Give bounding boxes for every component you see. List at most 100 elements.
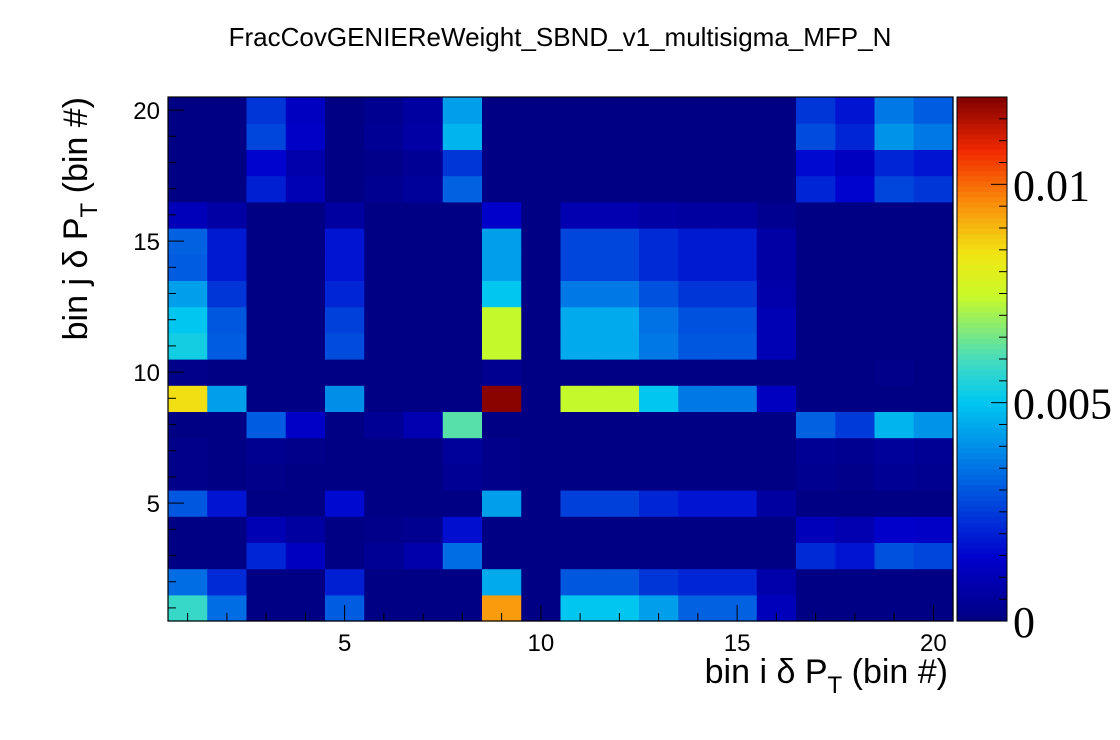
color-scale-band xyxy=(957,379,1007,386)
color-scale-band xyxy=(957,558,1007,564)
heatmap-cell xyxy=(756,175,797,203)
heatmap-cell xyxy=(442,254,483,281)
heatmap-cell xyxy=(285,228,326,255)
heatmap-cell xyxy=(325,149,365,177)
heatmap-cell xyxy=(560,97,601,124)
heatmap-cell xyxy=(442,280,483,308)
heatmap-cell xyxy=(521,411,562,439)
heatmap-cell xyxy=(678,490,719,517)
heatmap-cell xyxy=(285,490,326,517)
heatmap-cell xyxy=(717,97,758,124)
heatmap-cell xyxy=(246,385,287,412)
color-scale-band xyxy=(957,390,1007,397)
heatmap-cell xyxy=(207,332,248,360)
heatmap-cell xyxy=(874,490,915,517)
heatmap-cell xyxy=(678,280,719,308)
heatmap-cell xyxy=(403,385,444,412)
heatmap-cell xyxy=(521,359,562,386)
heatmap-cell xyxy=(874,306,915,334)
heatmap-cell xyxy=(874,568,915,596)
heatmap-cell xyxy=(482,306,522,334)
color-scale-band xyxy=(957,207,1007,213)
color-scale-band xyxy=(957,437,1007,444)
heatmap-cell xyxy=(246,411,287,439)
color-scale-band xyxy=(957,201,1007,208)
color-scale-band xyxy=(957,573,1007,580)
heatmap-cell xyxy=(403,254,444,281)
x-tick-label: 5 xyxy=(338,630,351,657)
heatmap-cell xyxy=(560,490,601,517)
heatmap-cell xyxy=(246,306,287,334)
color-scale-axis: 0 0.005 0.01 xyxy=(991,96,1112,647)
x-axis-label: bin i δ PT (bin #) xyxy=(705,653,948,699)
heatmap-cell xyxy=(482,254,522,281)
heatmap-cell xyxy=(403,542,444,570)
heatmap-cell xyxy=(403,332,444,360)
heatmap-cell xyxy=(796,437,836,465)
heatmap-cell xyxy=(796,542,836,570)
heatmap-cell xyxy=(246,201,287,229)
heatmap-cell xyxy=(482,463,522,491)
heatmap-cell xyxy=(442,228,483,255)
heatmap-cell xyxy=(364,516,405,543)
heatmap-cell xyxy=(325,97,365,124)
heatmap-cell xyxy=(521,516,562,543)
heatmap-cell xyxy=(599,516,640,543)
heatmap-cell xyxy=(246,149,287,177)
heatmap-cell xyxy=(285,542,326,570)
color-scale-band xyxy=(957,421,1007,428)
color-scale-band xyxy=(957,406,1007,412)
heatmap-cell xyxy=(599,490,640,517)
color-scale-band xyxy=(957,364,1007,371)
heatmap-cell xyxy=(246,254,287,281)
heatmap-cell xyxy=(913,228,954,255)
heatmap-cell xyxy=(403,201,444,229)
heatmap-cell xyxy=(835,411,876,439)
heatmap-cell xyxy=(678,359,719,386)
heatmap-cell xyxy=(285,332,326,360)
heatmap-cell xyxy=(639,437,679,465)
heatmap-cell xyxy=(246,568,287,596)
y-tick-label: 15 xyxy=(133,229,160,256)
heatmap-cell xyxy=(835,201,876,229)
heatmap-cell xyxy=(599,332,640,360)
heatmap-cell xyxy=(717,175,758,203)
heatmap-cell xyxy=(756,254,797,281)
heatmap-cell xyxy=(521,332,562,360)
heatmap-cell xyxy=(364,175,405,203)
heatmap-cell xyxy=(207,437,248,465)
heatmap-cell xyxy=(364,228,405,255)
heatmap-cell xyxy=(835,463,876,491)
heatmap-cell xyxy=(756,306,797,334)
heatmap-cell xyxy=(325,437,365,465)
heatmap-cell xyxy=(325,175,365,203)
heatmap-cell xyxy=(442,490,483,517)
heatmap-cell xyxy=(639,280,679,308)
color-scale-band xyxy=(957,359,1007,365)
heatmap-cell xyxy=(482,332,522,360)
heatmap-cell xyxy=(364,254,405,281)
heatmap-cell xyxy=(835,332,876,360)
heatmap-cell xyxy=(364,542,405,570)
color-scale-band xyxy=(957,97,1007,103)
y-tick-label: 20 xyxy=(133,98,160,125)
color-scale-band xyxy=(957,170,1007,177)
color-scale-tick-label: 0.005 xyxy=(1013,380,1112,429)
heatmap-cell xyxy=(796,228,836,255)
color-scale-band xyxy=(957,217,1007,224)
heatmap-cell xyxy=(560,437,601,465)
heatmap-cell xyxy=(246,516,287,543)
color-scale-band xyxy=(957,479,1007,486)
color-scale-tick-label: 0.01 xyxy=(1013,161,1090,210)
heatmap-cell xyxy=(717,411,758,439)
heatmap-cell xyxy=(639,306,679,334)
heatmap-cell xyxy=(874,201,915,229)
heatmap-cell xyxy=(403,437,444,465)
color-scale-band xyxy=(957,348,1007,355)
heatmap-cell xyxy=(913,97,954,124)
heatmap-cell xyxy=(325,568,365,596)
heatmap-cell xyxy=(835,359,876,386)
heatmap-cell xyxy=(913,254,954,281)
heatmap-cell xyxy=(678,385,719,412)
heatmap-cell xyxy=(521,437,562,465)
